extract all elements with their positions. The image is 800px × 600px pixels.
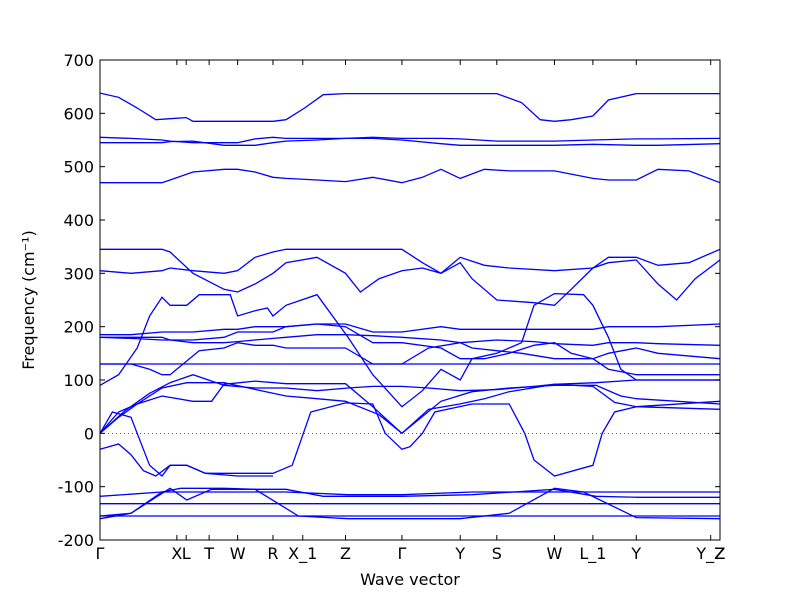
y-tick-label: 700 <box>63 51 94 70</box>
band-line-8 <box>99 380 721 435</box>
band-line-15 <box>100 323 721 336</box>
y-tick-label: -200 <box>58 531 94 550</box>
plot-frame <box>99 59 721 541</box>
x-tick-label: L <box>182 544 191 563</box>
band-line-18 <box>100 248 721 306</box>
y-tick-label: 600 <box>63 104 94 123</box>
y-tick-label: 400 <box>63 211 94 230</box>
band-line-7 <box>99 411 273 477</box>
band-line-20 <box>99 136 721 144</box>
band-line-21 <box>100 137 721 146</box>
band-line-22 <box>99 92 720 122</box>
band-line-10 <box>99 374 720 434</box>
x-tick-label: S <box>492 544 502 563</box>
x-tick-label: W <box>230 544 246 563</box>
y-tick-label: 200 <box>63 318 94 337</box>
y-tick-label: 500 <box>63 158 94 177</box>
x-tick-label: W <box>547 544 563 563</box>
band-line-14 <box>100 323 721 360</box>
y-tick-label: 100 <box>63 371 94 390</box>
band-line-16 <box>99 334 721 346</box>
x-tick-label: Γ <box>397 544 406 563</box>
x-tick-label: X <box>171 544 182 563</box>
x-axis-label: Wave vector <box>360 570 460 589</box>
x-tick-label: Y_Z <box>695 544 725 564</box>
band-lines <box>99 92 721 520</box>
x-tick-label: Γ <box>96 544 105 563</box>
band-line-13 <box>100 342 720 376</box>
x-tick-label: R <box>267 544 278 563</box>
x-tick-label: Z <box>715 544 726 563</box>
band-line-3 <box>99 491 720 497</box>
y-tick-label: -100 <box>58 478 94 497</box>
x-tick-label: L_1 <box>579 544 606 564</box>
x-tick-label: Y <box>454 544 465 563</box>
band-line-9 <box>99 382 721 435</box>
band-line-6 <box>99 400 721 477</box>
band-line-19 <box>100 168 721 184</box>
y-tick-label: 300 <box>63 264 94 283</box>
band-line-17 <box>99 248 721 275</box>
x-tick-label: Z <box>340 544 351 563</box>
y-axis-label: Frequency (cm⁻¹) <box>19 230 38 369</box>
band-line-1 <box>99 487 721 520</box>
y-tick-label: 0 <box>84 424 94 443</box>
x-tick-label: X_1 <box>288 544 317 564</box>
x-tick-label: Y <box>630 544 641 563</box>
x-tick-label: T <box>203 544 214 563</box>
